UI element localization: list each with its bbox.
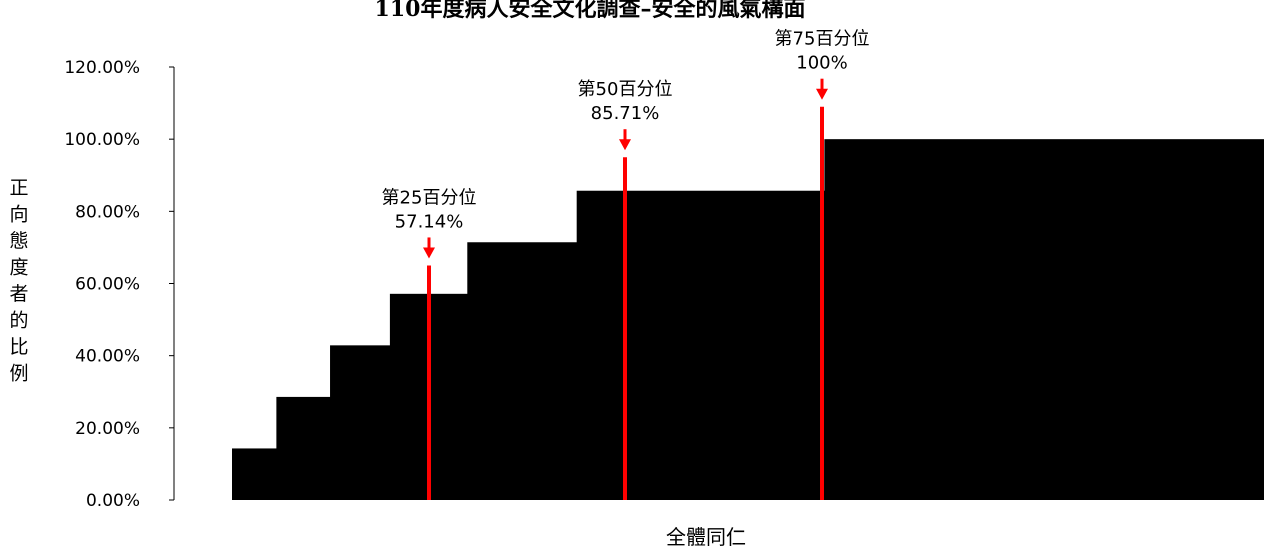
percentile-arrow-head xyxy=(423,247,435,259)
step-bar xyxy=(467,242,578,500)
y-axis-label-char: 者 xyxy=(9,283,28,305)
y-axis-label-char: 的 xyxy=(9,310,28,332)
step-bar xyxy=(824,139,1264,500)
percentile-label: 第75百分位 xyxy=(775,29,870,50)
y-tick-label: 60.00% xyxy=(75,275,140,295)
y-axis-label-char: 度 xyxy=(9,257,28,279)
step-bar xyxy=(576,190,825,501)
y-axis-label-char: 比 xyxy=(9,336,28,358)
x-axis-label: 全體同仁 xyxy=(666,525,746,549)
y-axis: 0.00% 20.00% 40.00% 60.00% 80.00% 100.00% 120.… xyxy=(64,58,175,511)
y-tick-label: 80.00% xyxy=(75,202,140,222)
y-axis-label-char: 向 xyxy=(9,204,28,226)
y-tick-label: 100.00% xyxy=(64,130,140,150)
y-axis-label-char: 例 xyxy=(9,363,28,385)
step-bar xyxy=(232,448,277,500)
step-bar xyxy=(330,345,391,500)
percentile-markers: 第25百分位 57.14% 第50百分位 85.71% 第75百分位 100% xyxy=(382,29,870,500)
y-tick-label: 0.00% xyxy=(86,491,140,511)
percentile-value: 100% xyxy=(796,53,847,74)
y-tick-label: 120.00% xyxy=(64,58,140,78)
chart-title: 110年度病人安全文化調查–安全的風氣構面 xyxy=(375,0,806,22)
y-axis-label-char: 正 xyxy=(9,177,28,199)
y-tick-label: 20.00% xyxy=(75,419,140,439)
y-tick-label: 40.00% xyxy=(75,347,140,367)
percentile-value: 57.14% xyxy=(395,211,464,232)
percentile-arrow-head xyxy=(619,139,631,151)
step-bar xyxy=(276,396,331,500)
percentile-arrow-head xyxy=(816,88,828,100)
percentile-value: 85.71% xyxy=(591,103,660,124)
percentile-label: 第50百分位 xyxy=(578,79,673,100)
cumulative-steps xyxy=(232,139,1264,501)
percentile-label: 第25百分位 xyxy=(382,187,477,208)
y-axis-label-char: 態 xyxy=(9,230,28,252)
